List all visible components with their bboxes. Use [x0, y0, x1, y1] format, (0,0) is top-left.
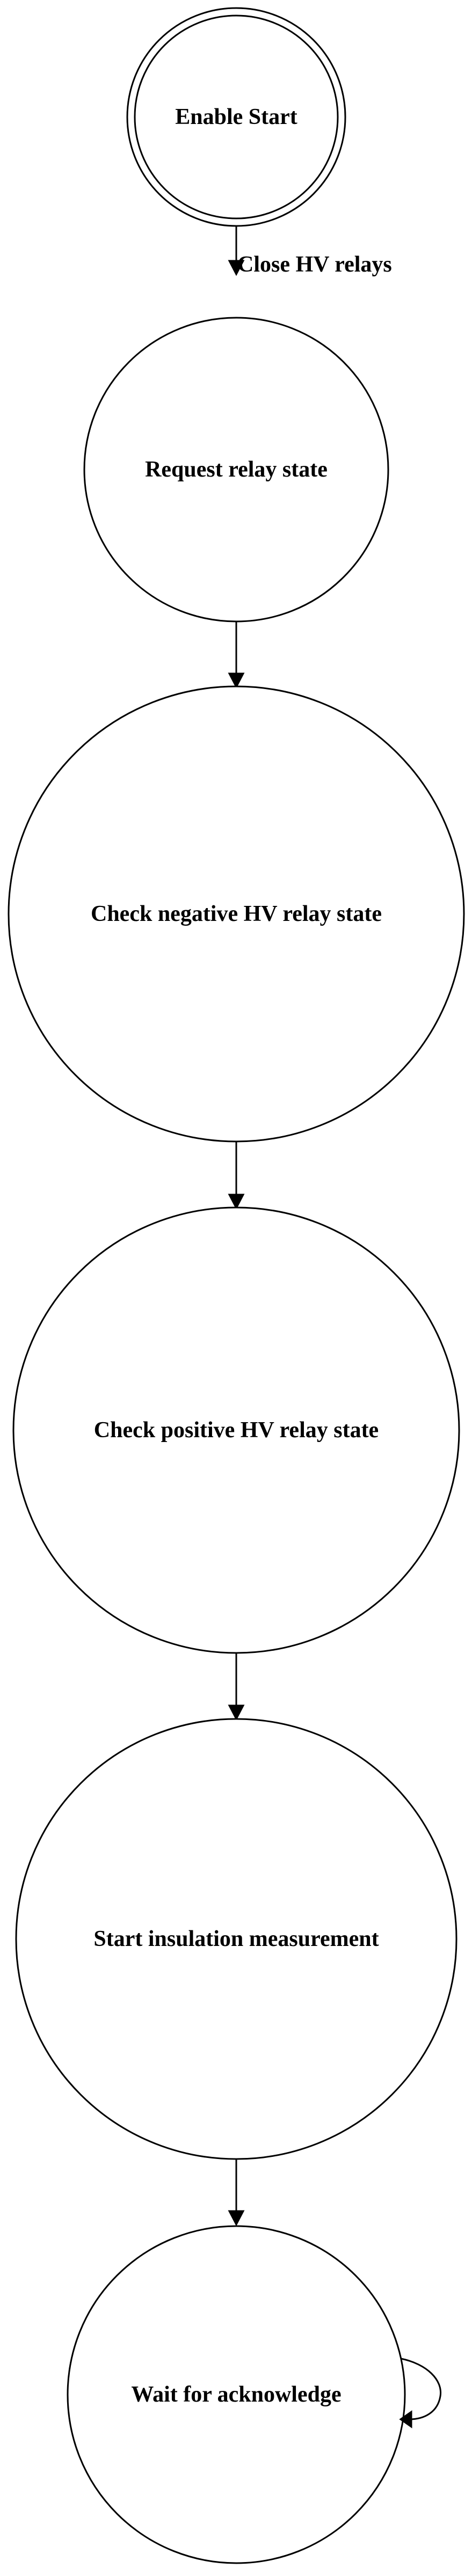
node-label-request-relay-state: Request relay state: [145, 457, 328, 482]
edge-insulation-to-wait: [228, 2159, 245, 2227]
node-enable-start-inner: [134, 14, 339, 219]
edge-arrowhead: [228, 260, 245, 276]
node-start-insulation: Start insulation measurement: [15, 1718, 458, 2160]
node-wait-for-acknowledge: Wait for acknowledge: [67, 2225, 406, 2564]
edge-request-to-negative: [228, 621, 245, 689]
node-label-check-negative-hv: Check negative HV relay state: [91, 902, 382, 926]
node-label-start-insulation: Start insulation measurement: [93, 1927, 379, 1951]
node-request-relay-state: Request relay state: [83, 317, 389, 623]
node-label-wait-for-acknowledge: Wait for acknowledge: [131, 2382, 341, 2407]
edge-positive-to-insulation: [228, 1653, 245, 1721]
node-check-negative-hv: Check negative HV relay state: [8, 685, 465, 1143]
edge-wait-self-loop: [399, 2358, 442, 2428]
edge-label-close-hv-relays: Close HV relays: [237, 252, 392, 277]
node-label-check-positive-hv: Check positive HV relay state: [94, 1418, 379, 1443]
node-label-enable-start: Enable Start: [175, 105, 297, 129]
node-check-positive-hv: Check positive HV relay state: [12, 1206, 460, 1654]
node-enable-start: Enable Start: [126, 7, 346, 227]
edge-enable-to-request: Close HV relays: [228, 226, 392, 277]
edge-negative-to-positive: [228, 1141, 245, 1210]
